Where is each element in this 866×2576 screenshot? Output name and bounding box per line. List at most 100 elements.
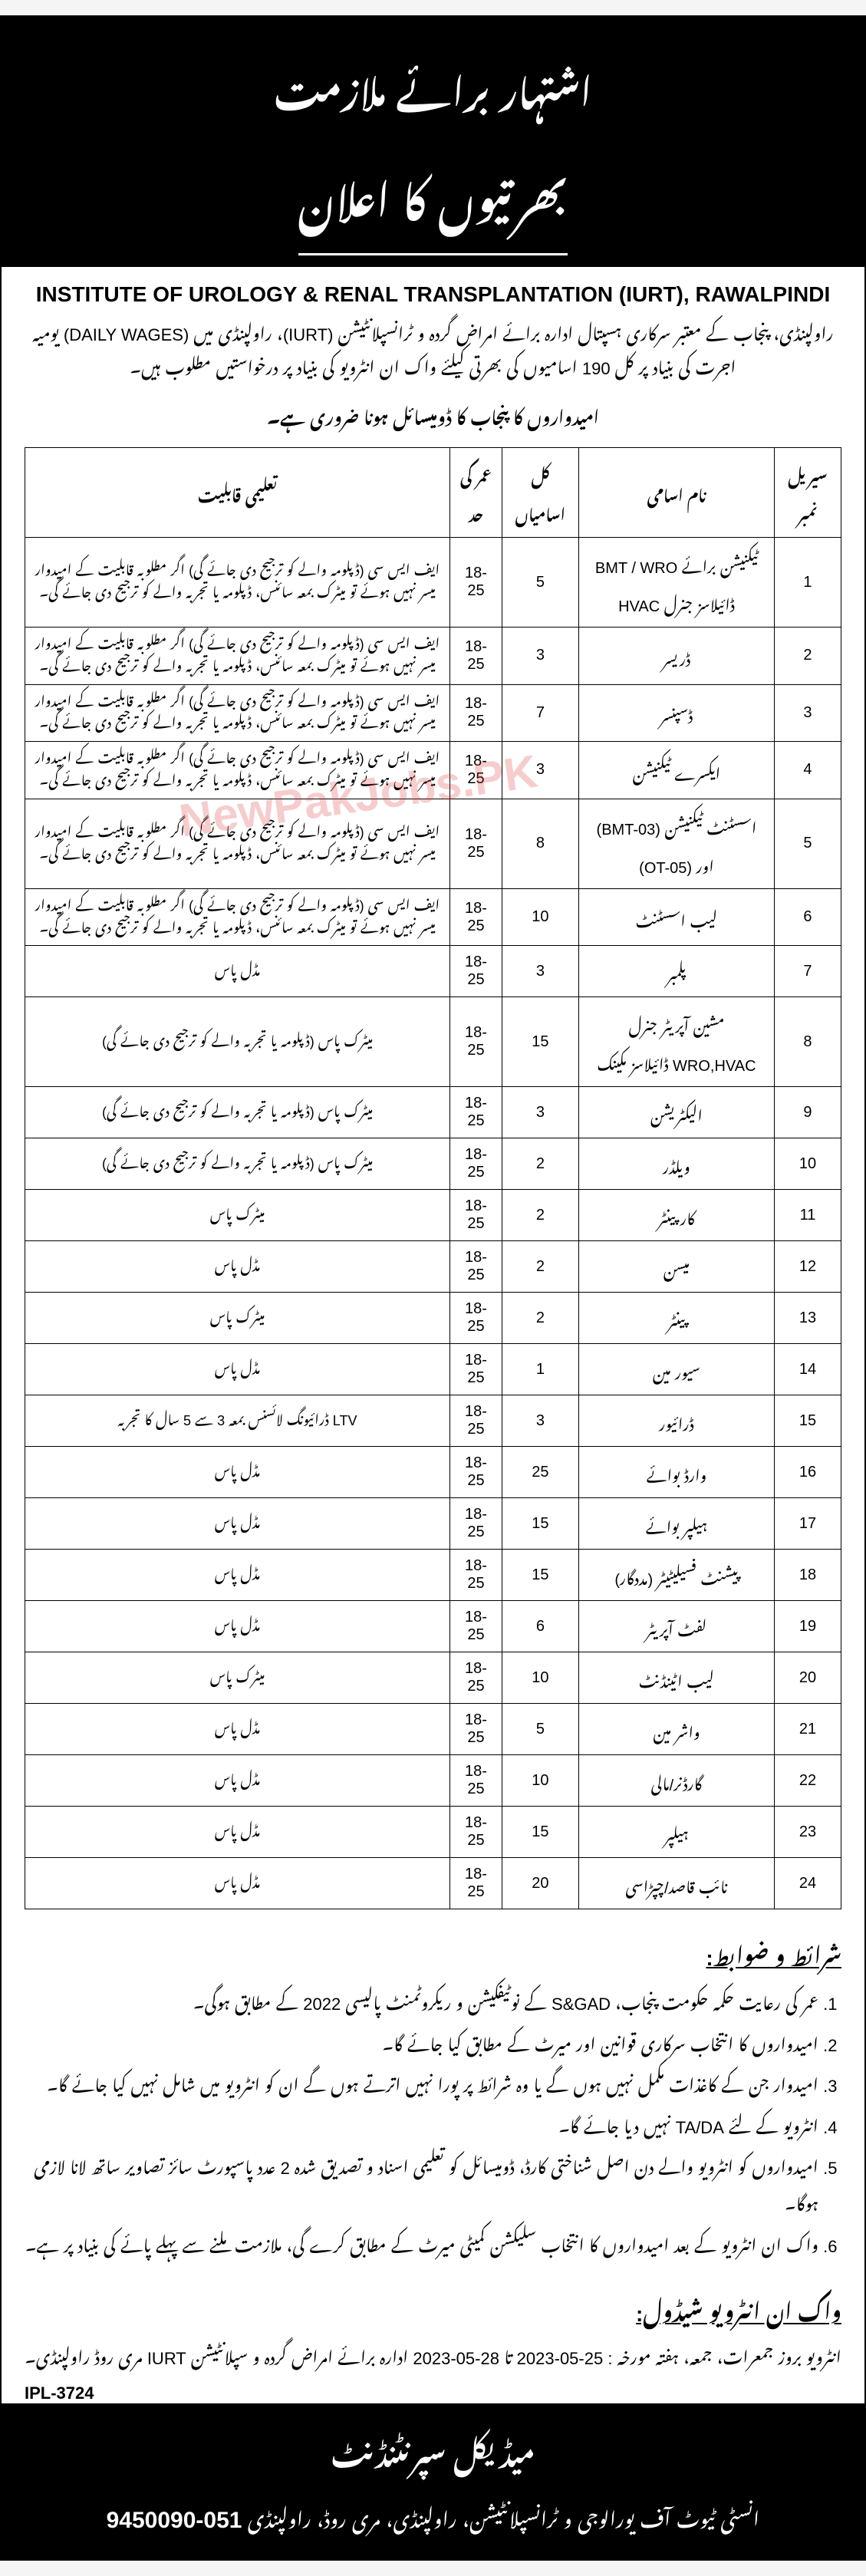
cell-sr: 2 bbox=[774, 628, 841, 685]
table-row: 7پلمبر318-25مڈل پاس bbox=[25, 946, 841, 997]
cell-sr: 12 bbox=[774, 1241, 841, 1293]
cell-qualification: ایف ایس سی (ڈپلومہ والے کو ترجیح دی جائے… bbox=[25, 799, 450, 888]
cell-vacancies: 15 bbox=[502, 997, 578, 1087]
cell-sr: 8 bbox=[774, 997, 841, 1087]
cell-vacancies: 8 bbox=[502, 799, 578, 888]
cell-sr: 4 bbox=[774, 742, 841, 799]
cell-age: 18-25 bbox=[450, 1344, 502, 1395]
cell-sr: 7 bbox=[774, 946, 841, 997]
table-row: 9الیکٹریشن318-25میٹرک پاس (ڈپلومہ یا تجر… bbox=[25, 1087, 841, 1138]
cell-qualification: مڈل پاس bbox=[25, 1344, 450, 1395]
cell-age: 18-25 bbox=[450, 742, 502, 799]
cell-position: ویلڈر bbox=[579, 1138, 775, 1190]
cell-qualification: میٹرک پاس (ڈپلومہ یا تجربہ والے کو ترجیح… bbox=[25, 1138, 450, 1190]
cell-qualification: مڈل پاس bbox=[25, 1498, 450, 1550]
table-row: 2ڈریسر318-25ایف ایس سی (ڈپلومہ والے کو ت… bbox=[25, 628, 841, 685]
domicile-note: امیدواروں کا پنجاب کا ڈومیسائل ہونا ضرور… bbox=[25, 394, 841, 436]
table-row: 6لیب اسسٹنٹ1018-25ایف ایس سی (ڈپلومہ وال… bbox=[25, 888, 841, 946]
footer-address-urdu: انسٹی ٹیوٹ آف یورالوجی و ٹرانسپلانٹیشن، … bbox=[248, 2509, 760, 2532]
cell-qualification: ایف ایس سی (ڈپلومہ والے کو ترجیح دی جائے… bbox=[25, 742, 450, 799]
footer-address: انسٹی ٹیوٹ آف یورالوجی و ٹرانسپلانٹیشن، … bbox=[17, 2490, 849, 2540]
cell-sr: 21 bbox=[774, 1704, 841, 1755]
cell-vacancies: 15 bbox=[502, 1550, 578, 1601]
cell-age: 18-25 bbox=[450, 1601, 502, 1652]
job-advertisement-document: اشتہار برائے ملازمت بھرتیوں کا اعلان INS… bbox=[0, 15, 866, 2561]
cell-vacancies: 5 bbox=[502, 538, 578, 628]
cell-vacancies: 5 bbox=[502, 1704, 578, 1755]
ipl-code: IPL-3724 bbox=[25, 2383, 94, 2403]
cell-vacancies: 3 bbox=[502, 628, 578, 685]
cell-sr: 13 bbox=[774, 1293, 841, 1344]
institute-name: INSTITUTE OF UROLOGY & RENAL TRANSPLANTA… bbox=[25, 282, 841, 307]
cell-qualification: مڈل پاس bbox=[25, 1241, 450, 1293]
table-row: 3ڈسپنسر718-25ایف ایس سی (ڈپلومہ والے کو … bbox=[25, 684, 841, 742]
cell-sr: 14 bbox=[774, 1344, 841, 1395]
table-row: 23ہیلپر1518-25مڈل پاس bbox=[25, 1807, 841, 1858]
cell-position: ہیلپر bbox=[579, 1807, 775, 1858]
cell-qualification: مڈل پاس bbox=[25, 1858, 450, 1909]
header-section: اشتہار برائے ملازمت بھرتیوں کا اعلان bbox=[2, 17, 864, 267]
cell-qualification: ایف ایس سی (ڈپلومہ والے کو ترجیح دی جائے… bbox=[25, 684, 450, 742]
cell-position: واشر مین bbox=[579, 1704, 775, 1755]
table-row: 4ایکسرے ٹیکنیشن318-25ایف ایس سی (ڈپلومہ … bbox=[25, 742, 841, 799]
footer-phone: 051-9450090 bbox=[107, 2508, 242, 2533]
cell-sr: 11 bbox=[774, 1190, 841, 1241]
cell-position: وارڈ بوائے bbox=[579, 1447, 775, 1498]
cell-position: نائب قاصد/چپڑاسی bbox=[579, 1858, 775, 1909]
cell-age: 18-25 bbox=[450, 1293, 502, 1344]
cell-sr: 17 bbox=[774, 1498, 841, 1550]
cell-position: میسن bbox=[579, 1241, 775, 1293]
cell-age: 18-25 bbox=[450, 1755, 502, 1807]
cell-age: 18-25 bbox=[450, 997, 502, 1087]
cell-age: 18-25 bbox=[450, 799, 502, 888]
terms-heading: شرائط و ضوابط: bbox=[25, 1925, 841, 1978]
terms-item: امیدوار جن کے کاغذات مکمل نہیں ہوں گے یا… bbox=[25, 2068, 818, 2105]
positions-table: سیریل نمبر نام اسامی کل اسامیاں عمر کی ح… bbox=[25, 447, 841, 1909]
cell-qualification: میٹرک پاس bbox=[25, 1190, 450, 1241]
cell-age: 18-25 bbox=[450, 1498, 502, 1550]
terms-item: امیدواروں کو انٹرویو والے دن اصل شناختی … bbox=[25, 2150, 818, 2225]
cell-age: 18-25 bbox=[450, 1395, 502, 1447]
cell-sr: 18 bbox=[774, 1550, 841, 1601]
table-row: 11کارپینٹر218-25میٹرک پاس bbox=[25, 1190, 841, 1241]
cell-vacancies: 7 bbox=[502, 684, 578, 742]
cell-position: ڈسپنسر bbox=[579, 684, 775, 742]
table-row: 1ٹیکنیشن برائے BMT / WRO ڈائیلاسز جنرل H… bbox=[25, 538, 841, 628]
cell-sr: 20 bbox=[774, 1652, 841, 1704]
table-row: 19لفٹ آپریٹر618-25مڈل پاس bbox=[25, 1601, 841, 1652]
table-row: 15ڈرائیور318-25LTV ڈرائیونگ لائسنس بمعہ … bbox=[25, 1395, 841, 1447]
cell-age: 18-25 bbox=[450, 1138, 502, 1190]
footer-title: میڈیکل سپرنٹنڈنٹ bbox=[17, 2415, 849, 2484]
cell-qualification: میٹرک پاس (ڈپلومہ یا تجربہ والے کو ترجیح… bbox=[25, 1087, 450, 1138]
table-row: 22گارڈنر/مالی1018-25مڈل پاس bbox=[25, 1755, 841, 1807]
cell-position: مشین آپریٹر جنرل WRO,HVAC ڈائیلاسز مکینک bbox=[579, 997, 775, 1087]
cell-age: 18-25 bbox=[450, 888, 502, 946]
cell-sr: 22 bbox=[774, 1755, 841, 1807]
cell-qualification: میٹرک پاس bbox=[25, 1652, 450, 1704]
table-row: 16وارڈ بوائے2518-25مڈل پاس bbox=[25, 1447, 841, 1498]
cell-qualification: مڈل پاس bbox=[25, 1704, 450, 1755]
content-section: INSTITUTE OF UROLOGY & RENAL TRANSPLANTA… bbox=[2, 267, 864, 2391]
cell-position: لیب اٹینڈنٹ bbox=[579, 1652, 775, 1704]
table-header-row: سیریل نمبر نام اسامی کل اسامیاں عمر کی ح… bbox=[25, 448, 841, 538]
col-vacancies: کل اسامیاں bbox=[502, 448, 578, 538]
table-row: 8مشین آپریٹر جنرل WRO,HVAC ڈائیلاسز مکین… bbox=[25, 997, 841, 1087]
table-row: 21واشر مین518-25مڈل پاس bbox=[25, 1704, 841, 1755]
terms-item: امیدواروں کا انتخاب سرکاری قوانین اور می… bbox=[25, 2028, 818, 2064]
cell-vacancies: 3 bbox=[502, 742, 578, 799]
cell-position: سیور مین bbox=[579, 1344, 775, 1395]
cell-position: لیب اسسٹنٹ bbox=[579, 888, 775, 946]
table-row: 24نائب قاصد/چپڑاسی2018-25مڈل پاس bbox=[25, 1858, 841, 1909]
cell-vacancies: 2 bbox=[502, 1138, 578, 1190]
cell-vacancies: 3 bbox=[502, 1087, 578, 1138]
cell-position: پینٹر bbox=[579, 1293, 775, 1344]
cell-position: لفٹ آپریٹر bbox=[579, 1601, 775, 1652]
cell-sr: 5 bbox=[774, 799, 841, 888]
schedule-text: انٹرویو بروز جمعرات، جمعہ، ہفتہ مورخہ : … bbox=[25, 2342, 841, 2376]
cell-position: گارڈنر/مالی bbox=[579, 1755, 775, 1807]
table-row: 13پینٹر218-25میٹرک پاس bbox=[25, 1293, 841, 1344]
terms-item: عمر کی رعایت حکمہ حکومت پنجاب، S&GAD کے … bbox=[25, 1986, 818, 2023]
cell-vacancies: 3 bbox=[502, 946, 578, 997]
cell-age: 18-25 bbox=[450, 1652, 502, 1704]
col-sr: سیریل نمبر bbox=[774, 448, 841, 538]
